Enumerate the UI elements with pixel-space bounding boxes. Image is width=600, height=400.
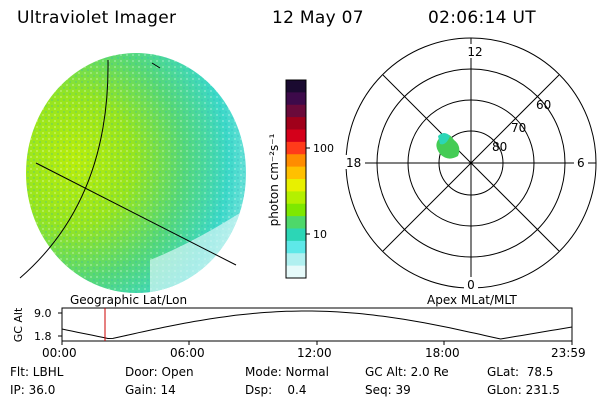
- color-bar-segment: [286, 265, 306, 279]
- image-date: 12 May 07: [272, 8, 364, 28]
- xtick-label-1800: 18:00: [425, 346, 460, 360]
- info-gain: Gain: 14: [125, 383, 176, 397]
- info-glat: GLat: 78.5: [487, 365, 554, 379]
- info-filter: Flt: LBHL: [10, 365, 64, 379]
- auroral-edge: [438, 133, 450, 145]
- longitude-line: [19, 59, 109, 279]
- color-bar-segment: [286, 240, 306, 254]
- color-bar-tick-label-10: 10: [313, 228, 327, 241]
- color-bar-segment: [286, 203, 306, 217]
- mlt-label-bg-6: [574, 155, 588, 169]
- info-gc-alt: GC Alt: 2.0 Re: [365, 365, 449, 379]
- terminator-tick: [151, 62, 161, 69]
- color-bar-segment: [286, 179, 306, 192]
- color-bar-scale: [286, 80, 306, 279]
- left-caption: Geographic Lat/Lon: [70, 293, 188, 307]
- info-ip: IP: 36.0: [10, 383, 56, 397]
- mlt-label-6: 6: [577, 156, 585, 170]
- lat-label-60: 60: [536, 98, 551, 112]
- mlt-label-bg-12: [466, 44, 484, 58]
- color-bar-segment: [286, 104, 306, 118]
- meridian-diag-2: [382, 74, 560, 252]
- altitude-ylabel: GC Alt: [12, 307, 25, 342]
- altitude-curve: [61, 310, 573, 340]
- xtick-label-1200: 12:00: [297, 346, 332, 360]
- info-seq: Seq: 39: [365, 383, 411, 397]
- color-bar-segment: [286, 253, 306, 267]
- lat-label-80: 80: [492, 140, 507, 154]
- info-dsp: Dsp: 0.4: [245, 383, 307, 397]
- image-time: 02:06:14 UT: [428, 8, 536, 28]
- color-bar-segment: [286, 80, 306, 93]
- ytick-label-1.8: 1.8: [34, 330, 52, 343]
- color-bar-segment: [286, 166, 306, 180]
- info-glon: GLon: 231.5: [487, 383, 560, 397]
- color-bar-segment: [286, 129, 306, 143]
- instrument-title: Ultraviolet Imager: [17, 8, 177, 28]
- color-bar-segment: [286, 191, 306, 205]
- right-caption: Apex MLat/MLT: [427, 293, 517, 307]
- color-bar-segment: [286, 117, 306, 130]
- mlt-label-0: 0: [467, 278, 475, 292]
- earth-speckle: [26, 53, 246, 293]
- color-bar-segment: [286, 216, 306, 229]
- lat-label-70: 70: [511, 121, 526, 135]
- info-mode: Mode: Normal: [245, 365, 329, 379]
- color-bar-segment: [286, 154, 306, 168]
- mlt-label-bg-18: [343, 155, 365, 169]
- color-bar-frame: [285, 79, 307, 279]
- ytick-label-9: 9.0: [34, 307, 52, 320]
- color-bar-segment: [286, 92, 306, 106]
- color-bar-segment: [286, 141, 306, 155]
- color-bar-tick-label-100: 100: [313, 142, 334, 155]
- altitude-plot-frame: [61, 307, 573, 342]
- mlt-label-18: 18: [346, 156, 361, 170]
- mlt-label-bg-0: [464, 277, 478, 291]
- xtick-label-2359: 23:59: [551, 346, 586, 360]
- auroral-oval: [436, 133, 460, 159]
- xtick-label-0000: 00:00: [42, 346, 77, 360]
- color-bar-unit-label: photon cm⁻²s⁻¹: [267, 133, 281, 226]
- mlt-label-12: 12: [467, 45, 482, 59]
- info-door: Door: Open: [125, 365, 194, 379]
- xtick-label-0600: 06:00: [170, 346, 205, 360]
- latitude-line: [35, 162, 237, 266]
- color-bar-segment: [286, 228, 306, 242]
